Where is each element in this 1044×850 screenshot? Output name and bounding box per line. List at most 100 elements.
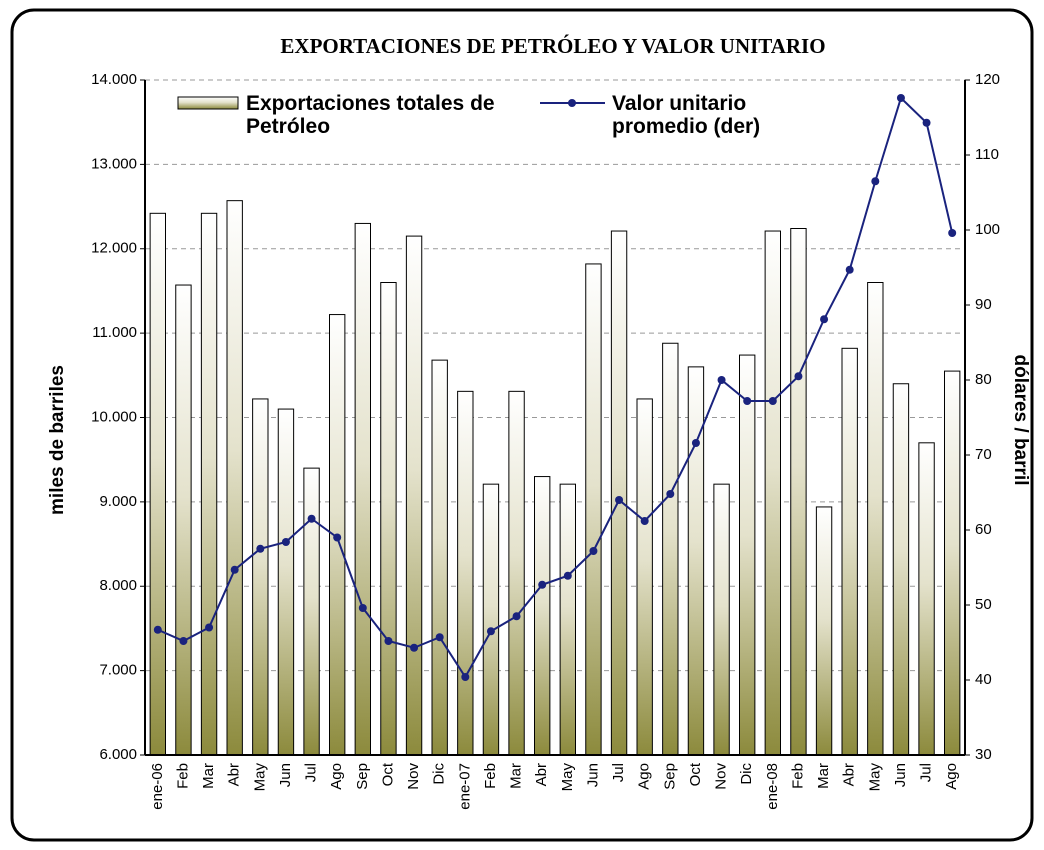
bar <box>662 342 679 756</box>
x-tick-label: Ago <box>943 763 960 790</box>
bar <box>867 282 884 756</box>
line-marker <box>666 490 675 498</box>
line-marker <box>589 547 598 555</box>
line-marker <box>461 673 470 681</box>
x-tick-label: Abr <box>841 763 858 786</box>
bar <box>815 506 833 756</box>
line-marker <box>410 643 419 652</box>
x-tick-label: Jun <box>892 763 909 787</box>
bar <box>277 408 295 756</box>
y-tick-label: 7.000 <box>99 662 137 679</box>
y2-tick-label: 110 <box>975 146 999 163</box>
x-tick-label: Feb <box>174 763 191 789</box>
line-marker <box>435 633 444 642</box>
x-tick-label: Mar <box>508 763 525 789</box>
y2-tick-label: 80 <box>975 371 992 388</box>
legend-label: Valor unitario promedio (der) <box>612 92 761 138</box>
x-tick-label: May <box>251 763 268 792</box>
bar <box>713 483 730 756</box>
line-marker <box>640 517 649 525</box>
bar <box>892 383 910 756</box>
x-tick-label: Mar <box>815 763 832 789</box>
bar <box>303 467 320 756</box>
y2-tick-label: 90 <box>975 296 992 313</box>
bar <box>739 354 756 756</box>
bar <box>457 390 474 756</box>
bar <box>687 366 705 756</box>
line-marker <box>538 580 547 589</box>
x-tick-label: ene-06 <box>149 763 166 810</box>
y-tick-label: 14.000 <box>91 71 137 88</box>
bar <box>841 347 858 756</box>
x-tick-label: Oct <box>379 762 396 786</box>
x-tick-label: May <box>559 763 576 792</box>
line-marker <box>794 372 803 381</box>
line-marker <box>948 229 957 237</box>
bar <box>200 212 218 756</box>
line-marker <box>691 439 700 447</box>
y2-tick-label: 50 <box>975 596 992 613</box>
x-tick-label: Nov <box>713 763 730 790</box>
x-tick-label: Feb <box>482 763 499 789</box>
bar <box>610 230 628 756</box>
line-marker <box>384 637 393 645</box>
x-tick-label: Sep <box>661 763 678 790</box>
bar <box>482 483 500 756</box>
bar <box>790 228 807 756</box>
bar <box>149 212 166 756</box>
bar <box>405 235 423 756</box>
bar <box>559 483 576 756</box>
line-marker <box>179 637 188 645</box>
y2-tick-label: 60 <box>975 521 992 538</box>
bar <box>508 390 525 756</box>
line <box>157 96 954 679</box>
bar <box>380 282 397 756</box>
line-marker <box>845 265 854 274</box>
x-tick-label: Abr <box>533 763 550 786</box>
x-tick-label: Jun <box>584 763 601 787</box>
bar <box>918 442 935 756</box>
legend-label: Exportaciones totales de Petróleo <box>246 92 495 138</box>
frame <box>10 8 1034 842</box>
bar <box>944 370 961 756</box>
line-marker <box>307 514 316 523</box>
line-marker <box>281 538 290 546</box>
x-tick-label: Jul <box>610 763 627 782</box>
line-marker <box>820 315 829 324</box>
line-marker <box>333 533 342 542</box>
x-tick-label: Mar <box>200 763 217 789</box>
x-tick-label: ene-07 <box>456 763 473 810</box>
y-tick-label: 8.000 <box>99 577 137 594</box>
chart-title: EXPORTACIONES DE PETRÓLEO Y VALOR UNITAR… <box>280 34 825 58</box>
x-tick-label: Jun <box>277 763 294 787</box>
x-tick-label: Jul <box>918 763 935 782</box>
bar <box>431 359 448 756</box>
y-tick-label: 11.000 <box>92 324 137 341</box>
y-tick-label: 9.000 <box>99 493 137 510</box>
bar <box>354 222 371 756</box>
line-marker <box>153 625 162 634</box>
x-tick-label: Abr <box>226 763 243 786</box>
line-marker <box>743 397 752 405</box>
line-marker <box>563 571 572 580</box>
y-tick-label: 10.000 <box>91 408 137 425</box>
bar <box>764 230 781 756</box>
line-marker <box>358 604 367 612</box>
bar <box>252 398 269 756</box>
x-tick-label: ene-08 <box>764 763 781 810</box>
y-tick-label: 13.000 <box>91 155 137 172</box>
y2-tick-label: 70 <box>975 446 992 463</box>
y-axis-label: miles de barriles <box>47 365 68 515</box>
y2-tick-label: 30 <box>975 746 992 763</box>
x-tick-label: Dic <box>738 763 755 785</box>
line-marker <box>896 94 905 102</box>
x-tick-label: May <box>866 763 883 792</box>
line-marker <box>768 397 777 405</box>
line-marker <box>256 544 265 553</box>
x-tick-label: Dic <box>431 763 448 785</box>
legend-swatch <box>177 96 239 110</box>
bar <box>636 398 653 756</box>
bar <box>226 200 243 756</box>
